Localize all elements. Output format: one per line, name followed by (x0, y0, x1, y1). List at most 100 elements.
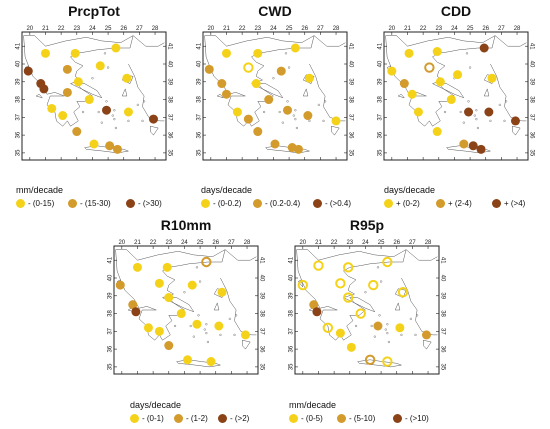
station-marker (132, 262, 142, 272)
island (284, 52, 288, 55)
lat-tick-label: 41 (197, 42, 203, 49)
coastline (349, 297, 376, 313)
island (386, 332, 389, 335)
coastline (176, 359, 222, 368)
lat-tick-label: 40 (378, 60, 384, 67)
lat-tick-label: 38 (439, 310, 445, 317)
lat-tick-label: 35 (197, 149, 203, 156)
station-marker (459, 139, 469, 149)
lon-tick-label: 21 (134, 240, 141, 246)
station-marker (303, 111, 313, 121)
lon-tick-label: 21 (223, 26, 230, 32)
station-marker (346, 342, 356, 352)
station-marker (253, 48, 263, 58)
legend: mm/decade - (0-5) - (5-10) - (>10) (289, 400, 449, 429)
station-marker (206, 357, 216, 367)
station-marker (154, 326, 164, 336)
island (127, 119, 130, 122)
legend-label: - (>10) (405, 414, 429, 423)
panel-prcptot: PrcpTot 20 21 22 23 24 25 26 27 28 35 35 36 36 37 37 38… (8, 0, 180, 215)
coastline (84, 145, 130, 154)
island (498, 103, 501, 106)
island (106, 66, 110, 69)
legend-item-mid: - (15-30) (68, 199, 111, 208)
legend: mm/decade - (0-15) - (15-30) - (>30) (16, 185, 181, 215)
legend-item-low: + (0-2) (384, 199, 420, 208)
lat-tick-label: 36 (197, 131, 203, 138)
station-marker (112, 144, 122, 154)
station-marker (221, 89, 231, 99)
lat-tick-label: 40 (197, 60, 203, 67)
station-marker (84, 95, 94, 105)
station-map: 20 21 22 23 24 25 26 27 28 35 35 36 36 37 37 38 38 39 39 40… (108, 240, 264, 375)
station-marker (487, 73, 497, 83)
panel-title: R95p (349, 217, 385, 233)
station-marker (192, 319, 202, 329)
lat-tick-label: 38 (528, 96, 534, 103)
legend-swatch (436, 199, 445, 208)
coastline (423, 339, 432, 350)
lon-tick-label: 22 (150, 240, 157, 246)
station-marker (58, 111, 68, 121)
lat-tick-label: 36 (16, 131, 22, 138)
lon-tick-label: 22 (331, 240, 338, 246)
station-marker (382, 256, 393, 268)
island (142, 100, 146, 103)
lat-tick-label: 35 (289, 363, 295, 370)
station-marker (39, 84, 49, 94)
lat-tick-label: 39 (289, 292, 295, 299)
lon-tick-label: 24 (362, 240, 369, 246)
lat-tick-label: 38 (347, 96, 353, 103)
station-marker (335, 328, 345, 338)
island (278, 110, 281, 114)
island (281, 121, 284, 124)
island (364, 291, 367, 294)
legend-swatch (384, 199, 393, 208)
station-marker (70, 48, 80, 58)
coastline (204, 35, 315, 127)
legend-item-mid: - (1-2) (174, 414, 208, 423)
lat-tick-label: 37 (347, 114, 353, 121)
legend-item-high: - (>2) (218, 414, 249, 423)
coastline (132, 35, 165, 47)
lat-tick-label: 39 (439, 292, 445, 299)
legend: days/decade + (0-2) + (2-4) + (>4) (384, 185, 534, 215)
station-marker (73, 77, 83, 87)
station-marker (128, 300, 138, 310)
coastline (512, 125, 521, 136)
island (198, 280, 202, 283)
lat-tick-label: 38 (289, 310, 295, 317)
lon-tick-label: 23 (254, 26, 261, 32)
station-marker (62, 64, 72, 74)
station-marker (243, 62, 254, 73)
station-marker (123, 107, 133, 117)
lat-tick-label: 37 (166, 114, 172, 121)
coastline (394, 288, 407, 298)
lat-tick-label: 40 (258, 275, 264, 282)
island (504, 100, 508, 103)
station-marker (432, 127, 442, 137)
island (468, 66, 472, 69)
island (113, 109, 116, 112)
station-marker (382, 356, 393, 367)
panel-title: CWD (258, 3, 292, 19)
lon-tick-label: 28 (425, 240, 432, 246)
station-marker (176, 309, 186, 319)
island (272, 77, 275, 80)
lon-tick-label: 26 (301, 26, 308, 32)
station-marker (293, 144, 303, 154)
legend-item-low: - (0-1) (130, 414, 164, 423)
station-marker (47, 103, 57, 113)
coastline (115, 249, 226, 341)
island (114, 126, 118, 130)
island (415, 314, 419, 317)
legend-item-high: + (>4) (492, 199, 525, 208)
lat-tick-label: 36 (108, 345, 114, 352)
island (323, 100, 327, 103)
station-marker (154, 278, 164, 288)
station-marker (95, 61, 105, 71)
station-marker (164, 293, 174, 303)
station-marker (368, 279, 379, 291)
lat-tick-label: 40 (289, 274, 295, 281)
lat-tick-label: 38 (16, 96, 22, 103)
